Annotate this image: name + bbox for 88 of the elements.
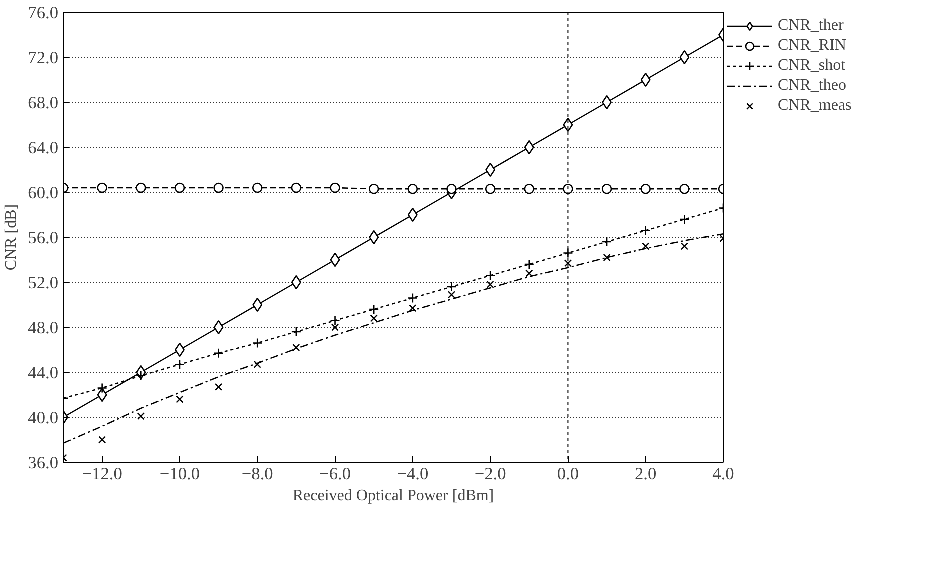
y-tick-label: 76.0	[28, 4, 59, 22]
legend-label: CNR_ther	[778, 17, 844, 35]
y-tick-label: 72.0	[28, 48, 59, 68]
point	[640, 72, 651, 88]
point	[291, 182, 302, 194]
point	[214, 182, 224, 194]
point	[603, 254, 611, 262]
point	[291, 275, 302, 290]
y-tick-label: 44.0	[28, 364, 59, 382]
point	[563, 248, 574, 258]
point	[368, 184, 380, 194]
point	[680, 242, 689, 250]
legend-label: CNR_shot	[778, 57, 846, 75]
y-tick-label: 60.0	[28, 184, 59, 202]
y-tick-label: 68.0	[28, 94, 59, 112]
point	[408, 184, 418, 194]
point	[331, 324, 340, 332]
x-tick-label: −10.0	[160, 464, 200, 484]
point	[330, 252, 340, 268]
point	[291, 326, 302, 338]
point	[486, 162, 496, 178]
point	[174, 342, 185, 358]
y-tick-label: 64.0	[28, 138, 59, 158]
x-tick-label: 4.0	[712, 464, 734, 484]
point	[370, 314, 378, 322]
point	[524, 184, 535, 194]
point	[97, 388, 108, 402]
point	[485, 270, 496, 281]
point	[214, 348, 224, 359]
point	[640, 226, 652, 236]
point	[524, 259, 535, 270]
point	[642, 242, 650, 250]
point	[564, 260, 572, 268]
x-tick-label: 2.0	[635, 464, 657, 484]
point	[485, 184, 496, 194]
point	[97, 182, 108, 194]
point	[368, 304, 380, 315]
x-tick-label: −2.0	[474, 464, 506, 484]
y-tick-label: 40.0	[28, 408, 59, 428]
point	[252, 298, 263, 312]
y-tick-label: 52.0	[28, 274, 59, 292]
point	[97, 383, 108, 394]
point	[330, 316, 340, 326]
point	[174, 182, 186, 194]
y-tick-label: 48.0	[28, 318, 59, 338]
point	[136, 182, 146, 194]
point	[680, 50, 690, 65]
x-tick-label: −8.0	[242, 464, 274, 484]
point	[486, 280, 494, 289]
point	[526, 270, 534, 278]
legend-label: CNR_RIN	[778, 37, 846, 55]
x-tick-label: 0.0	[557, 464, 580, 484]
point	[252, 182, 263, 194]
x-tick-label: −6.0	[320, 464, 351, 484]
point	[602, 236, 612, 248]
legend-label: CNR_meas	[778, 97, 852, 115]
point	[602, 184, 612, 194]
point	[174, 359, 186, 370]
point	[136, 370, 146, 382]
point	[176, 396, 184, 404]
point	[214, 383, 223, 391]
point	[369, 230, 380, 245]
point	[524, 140, 534, 155]
point	[680, 184, 690, 194]
point	[98, 436, 106, 444]
y-tick-label: 56.0	[28, 228, 59, 248]
point	[409, 304, 417, 312]
point	[137, 412, 145, 420]
point	[254, 360, 262, 368]
point	[214, 320, 224, 335]
point	[408, 208, 418, 222]
y-axis-title: CNR [dB]	[3, 204, 20, 271]
x-tick-label: −12.0	[82, 464, 122, 484]
y-tick-label: 36.0	[28, 454, 59, 472]
point	[446, 184, 457, 194]
point	[330, 182, 340, 194]
legend-label: CNR_theo	[778, 77, 846, 95]
point	[680, 214, 690, 225]
point	[252, 338, 263, 348]
x-axis-title: Received Optical Power [dBm]	[292, 488, 494, 504]
point	[408, 293, 418, 304]
point	[602, 95, 612, 110]
point	[563, 184, 574, 194]
point	[640, 184, 652, 194]
point	[448, 291, 456, 299]
point	[292, 344, 300, 352]
point	[446, 282, 457, 292]
x-tick-label: −4.0	[397, 464, 429, 484]
